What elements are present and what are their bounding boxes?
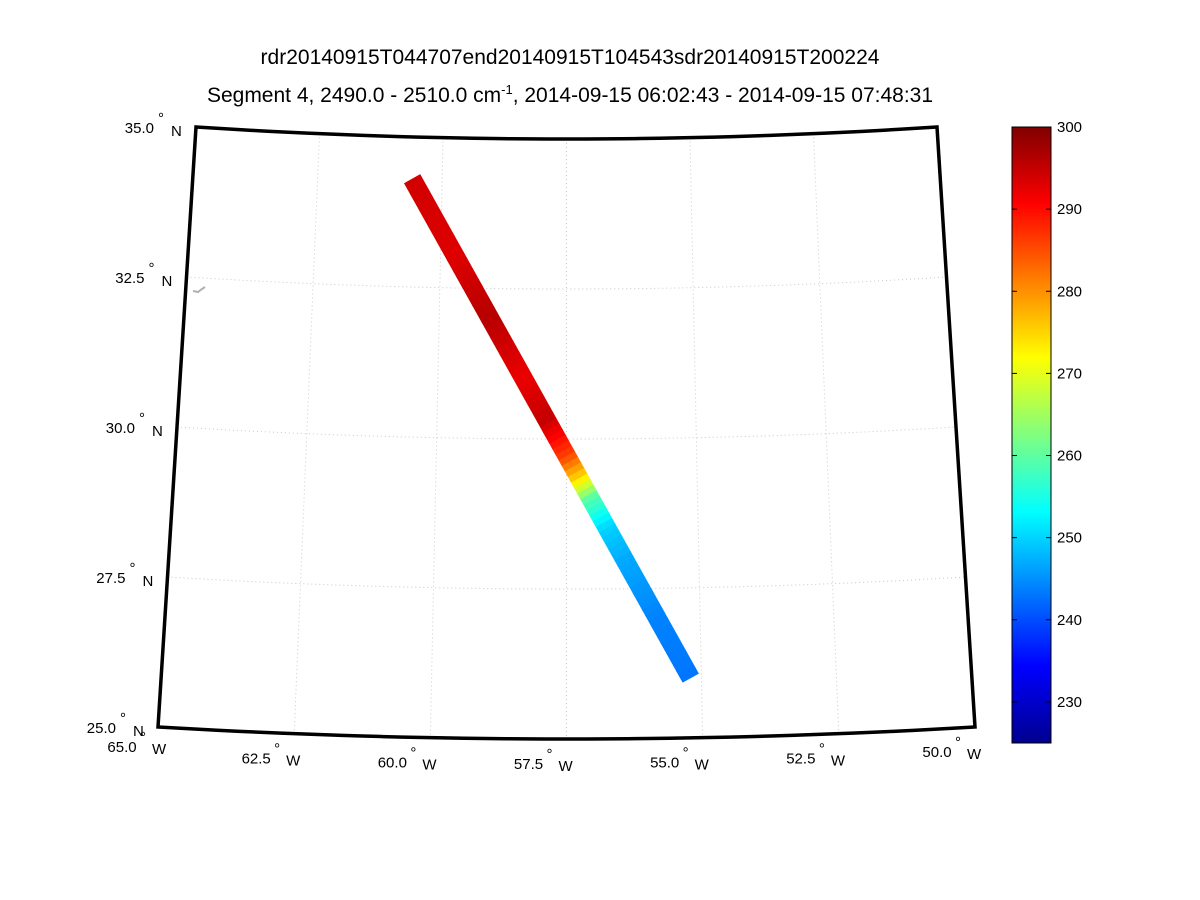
degree-symbol: ° bbox=[158, 110, 164, 127]
lat-label-27.5: 27.5 ° N bbox=[96, 560, 153, 590]
island-outline bbox=[192, 286, 206, 294]
lon-label-52.5: 52.5° W bbox=[786, 741, 846, 770]
colorbar-tick-label: 300 bbox=[1057, 119, 1082, 136]
degree-symbol: ° bbox=[140, 729, 146, 746]
lon-value: 52.5 bbox=[786, 751, 815, 768]
frame-border bbox=[156, 125, 977, 741]
chart-subtitle: Segment 4, 2490.0 - 2510.0 cm-1, 2014-09… bbox=[0, 82, 1140, 108]
lat-value: 30.0 bbox=[106, 420, 135, 437]
lon-value: 60.0 bbox=[378, 755, 407, 772]
hemisphere: W bbox=[559, 758, 574, 775]
hemisphere: W bbox=[286, 753, 301, 770]
hemisphere: W bbox=[695, 757, 710, 774]
colorbar-gradient bbox=[1011, 126, 1052, 744]
lon-value: 57.5 bbox=[514, 756, 543, 773]
swath-segment bbox=[679, 667, 699, 683]
colorbar-tick-label: 280 bbox=[1057, 283, 1082, 300]
lon-label-50.0: 50.0° W bbox=[922, 734, 982, 763]
colorbar-tick-label: 270 bbox=[1057, 365, 1082, 382]
chart-title: rdr20140915T044707end20140915T104543sdr2… bbox=[260, 46, 880, 69]
graticule bbox=[167, 133, 966, 739]
data-swath bbox=[403, 174, 699, 683]
latitude-tick-labels: 35.0°N32.5°N30.0°N27.5°N25.0°N bbox=[87, 110, 182, 740]
lat-value: 35.0 bbox=[125, 120, 154, 137]
degree-symbol: ° bbox=[547, 746, 553, 763]
parallel-32.5 bbox=[186, 276, 947, 290]
degree-symbol: ° bbox=[819, 741, 825, 758]
lat-value: 32.5 bbox=[115, 270, 144, 287]
lon-label-60.0: 60.0° W bbox=[378, 745, 438, 774]
colorbar-tick-label: 250 bbox=[1057, 530, 1082, 547]
colorbar-tick-label: 290 bbox=[1057, 201, 1082, 218]
lat-label-25.0: 25.0° N bbox=[87, 710, 144, 740]
degree-symbol: ° bbox=[130, 560, 136, 577]
lon-label-55.0: 55.0° W bbox=[650, 745, 710, 774]
colorbar-tick-label: 260 bbox=[1057, 448, 1082, 465]
lon-label-62.5: 62.5° W bbox=[242, 741, 302, 770]
lon-value: 55.0 bbox=[650, 755, 679, 772]
hemisphere: N bbox=[143, 573, 154, 590]
degree-symbol: ° bbox=[139, 410, 145, 427]
meridian-52.5 bbox=[813, 133, 840, 734]
longitude-tick-labels: 65.0°W62.5°W 60.0°W 57.5°W 55.0°W 52.5°W50.0… bbox=[107, 729, 982, 775]
subtitle-time-range: , 2014-09-15 06:02:43 - 2014-09-15 07:48… bbox=[512, 84, 934, 107]
hemisphere: N bbox=[162, 273, 173, 290]
subtitle-main: Segment 4, 2490.0 - 2510.0 cm bbox=[206, 84, 502, 107]
degree-symbol: ° bbox=[274, 741, 280, 758]
lon-label-57.5: 57.5° W bbox=[514, 746, 574, 775]
degree-symbol: ° bbox=[955, 734, 961, 751]
meridian-55.0 bbox=[689, 137, 704, 738]
meridian-62.5 bbox=[293, 133, 320, 734]
colorbar-tick-label: 230 bbox=[1057, 694, 1082, 711]
island-marker bbox=[192, 286, 206, 294]
hemisphere: N bbox=[133, 723, 144, 740]
hemisphere: N bbox=[152, 423, 163, 440]
colorbar: 230 240 250 260 270 280 290 300 bbox=[1011, 119, 1082, 744]
degree-symbol: ° bbox=[683, 745, 689, 762]
lon-value: 65.0 bbox=[107, 739, 136, 756]
subtitle-unit-exponent: -1 bbox=[501, 82, 513, 97]
lon-value: 62.5 bbox=[242, 751, 271, 768]
lat-value: 25.0 bbox=[87, 720, 116, 737]
lat-label-35.0: 35.0° N bbox=[125, 110, 182, 140]
hemisphere: W bbox=[422, 757, 437, 774]
hemisphere: W bbox=[831, 753, 846, 770]
colorbar-ticks: 230 240 250 260 270 280 290 300 bbox=[1012, 119, 1082, 711]
hemisphere: N bbox=[171, 123, 182, 140]
degree-symbol: ° bbox=[410, 745, 416, 762]
degree-symbol: ° bbox=[120, 710, 126, 727]
lon-label-65.0: 65.0° W bbox=[107, 729, 167, 758]
map-frame bbox=[156, 125, 977, 741]
hemisphere: W bbox=[152, 741, 167, 758]
lat-value: 27.5 bbox=[96, 570, 125, 587]
lat-label-30.0: 30.0° N bbox=[106, 410, 163, 440]
colorbar-tick-label: 240 bbox=[1057, 612, 1082, 629]
hemisphere: W bbox=[967, 746, 982, 763]
degree-symbol: ° bbox=[149, 260, 155, 277]
lat-label-32.5: 32.5 ° N bbox=[115, 260, 172, 290]
lon-value: 50.0 bbox=[922, 744, 951, 761]
